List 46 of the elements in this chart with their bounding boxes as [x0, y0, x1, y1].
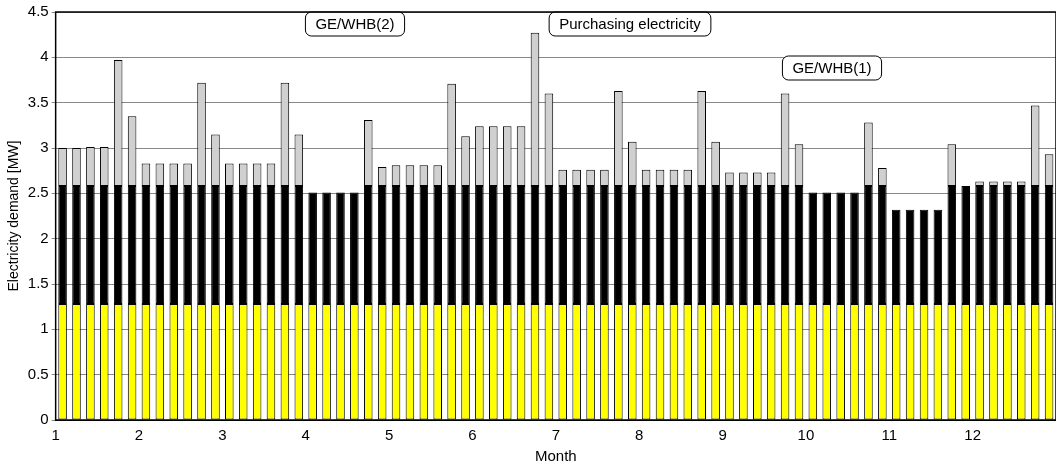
- bar: [350, 192, 359, 304]
- y-axis-title: Electricity demand [MW]: [5, 140, 22, 292]
- annotation: GE/WHB(2): [315, 15, 395, 33]
- y-tick-label: 0.5: [27, 364, 49, 382]
- y-tick-label: 0: [40, 410, 49, 428]
- y-tick-label: 1.5: [27, 274, 49, 292]
- y-tick-label: 1: [40, 319, 49, 337]
- bar: [183, 186, 192, 304]
- bar: [489, 186, 498, 304]
- x-tick-label: 1: [51, 426, 60, 444]
- bar: [211, 186, 220, 304]
- x-tick-label: 4: [301, 426, 310, 444]
- bar: [461, 186, 470, 304]
- bar: [836, 192, 845, 304]
- bar: [725, 186, 734, 304]
- bar: [308, 192, 317, 304]
- x-tick-label: 12: [964, 426, 981, 444]
- annotation: GE/WHB(1): [792, 59, 872, 77]
- bar: [336, 192, 345, 304]
- bar: [989, 186, 998, 304]
- bar: [753, 186, 762, 304]
- y-tick-label: 3.5: [27, 92, 49, 110]
- y-tick-label: 2.5: [27, 183, 49, 201]
- bar: [975, 186, 984, 304]
- y-tick-label: 4.5: [27, 2, 49, 20]
- x-tick-label: 6: [468, 426, 477, 444]
- x-tick-label: 2: [134, 426, 144, 444]
- x-tick-label: 11: [881, 426, 898, 444]
- x-tick-label: 8: [635, 426, 644, 444]
- x-tick-label: 7: [551, 426, 560, 444]
- bar: [850, 192, 859, 304]
- y-tick-label: 3: [40, 138, 49, 156]
- annotation: Purchasing electricity: [559, 15, 702, 33]
- bar: [475, 186, 484, 304]
- bar: [739, 186, 748, 304]
- bar: [225, 186, 234, 304]
- bar: [433, 186, 442, 304]
- x-tick-label: 3: [218, 426, 227, 444]
- y-tick-label: 4: [40, 47, 49, 65]
- bar: [1003, 186, 1012, 304]
- y-tick-label: 2: [40, 228, 49, 246]
- x-tick-label: 5: [384, 426, 394, 444]
- x-tick-label: 9: [718, 426, 727, 444]
- x-tick-label: 10: [797, 426, 815, 444]
- x-axis-title: Month: [534, 447, 577, 465]
- bar: [322, 192, 331, 304]
